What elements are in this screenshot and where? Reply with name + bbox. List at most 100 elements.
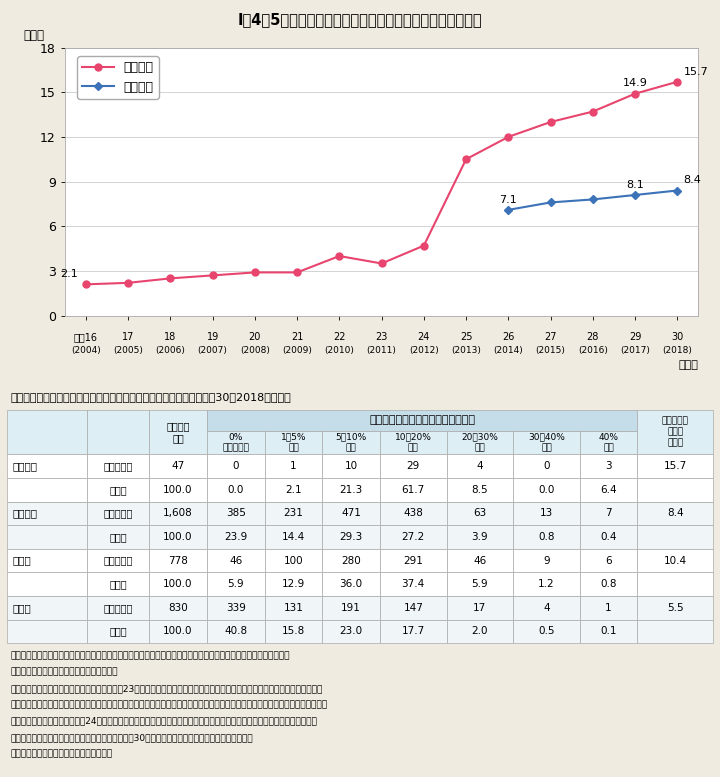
Text: 1.2: 1.2 (538, 579, 554, 589)
Bar (580, 596, 637, 619)
Text: 防災会議の委員に占める女性の割合: 防災会議の委員に占める女性の割合 (369, 416, 475, 426)
Text: 22: 22 (333, 332, 346, 342)
Text: (2005): (2005) (113, 347, 143, 355)
Bar (264, 596, 323, 619)
Bar (87, 501, 149, 525)
Text: 36.0: 36.0 (340, 579, 363, 589)
Bar (7, 455, 87, 478)
Text: 市　区: 市 区 (12, 556, 31, 566)
Bar (637, 619, 713, 643)
Text: (2011): (2011) (366, 347, 397, 355)
Text: 10.4: 10.4 (664, 556, 687, 566)
Text: 0.5: 0.5 (538, 626, 554, 636)
Text: 23.9: 23.9 (224, 532, 248, 542)
Bar (149, 410, 207, 455)
Bar (446, 596, 513, 619)
Bar (207, 549, 264, 573)
Text: 46: 46 (473, 556, 487, 566)
Text: 1,608: 1,608 (163, 508, 193, 518)
Text: 29.3: 29.3 (340, 532, 363, 542)
Bar (637, 573, 713, 596)
Bar (149, 501, 207, 525)
Text: 27.2: 27.2 (402, 532, 425, 542)
Bar (264, 619, 323, 643)
Text: 平成16: 平成16 (74, 332, 98, 342)
Text: 100: 100 (284, 556, 303, 566)
Bar (207, 573, 264, 596)
Text: 20～30%
未満: 20～30% 未満 (462, 433, 498, 453)
Text: 0: 0 (543, 461, 549, 471)
Bar (446, 455, 513, 478)
Text: 339: 339 (226, 603, 246, 613)
Bar (264, 525, 323, 549)
Text: 都道府県: 都道府県 (12, 461, 37, 471)
Bar (513, 596, 580, 619)
Bar (323, 525, 380, 549)
Text: 13: 13 (540, 508, 553, 518)
Bar (7, 549, 87, 573)
Bar (513, 431, 580, 455)
Text: 147: 147 (403, 603, 423, 613)
Bar (380, 478, 446, 501)
Bar (149, 478, 207, 501)
Text: 14.9: 14.9 (623, 78, 647, 89)
Bar (637, 478, 713, 501)
Text: (2007): (2007) (198, 347, 228, 355)
Bar (207, 596, 264, 619)
Text: （％）: （％） (109, 485, 127, 495)
Text: 飯館村）が，平成24年値には，福島県の一部（川内村，葛尾村，飯館村）がそれぞれ含まれていない。また，北: 飯館村）が，平成24年値には，福島県の一部（川内村，葛尾村，飯館村）がそれぞれ含… (11, 716, 318, 726)
Bar (7, 596, 87, 619)
Text: 海道胆振東部地震の影響により，平成30年の値には北海道厚真町が含まれていない。: 海道胆振東部地震の影響により，平成30年の値には北海道厚真町が含まれていない。 (11, 733, 253, 742)
Bar (87, 596, 149, 619)
Bar (380, 525, 446, 549)
Text: 1: 1 (606, 603, 612, 613)
Text: 5.9: 5.9 (228, 579, 244, 589)
Text: 0.8: 0.8 (600, 579, 617, 589)
Text: 3: 3 (606, 461, 612, 471)
Text: 15.7: 15.7 (683, 67, 708, 77)
Bar (149, 525, 207, 549)
Bar (323, 596, 380, 619)
Text: 30～40%
未満: 30～40% 未満 (528, 433, 564, 453)
Bar (87, 478, 149, 501)
Bar (513, 573, 580, 596)
Bar (446, 431, 513, 455)
Text: 2.1: 2.1 (60, 269, 78, 279)
Text: (2017): (2017) (620, 347, 650, 355)
Text: （会議数）: （会議数） (104, 556, 132, 566)
Text: 1: 1 (290, 461, 297, 471)
Bar (323, 573, 380, 596)
Bar (87, 619, 149, 643)
Bar (7, 619, 87, 643)
Bar (380, 501, 446, 525)
Text: 3.9: 3.9 (472, 532, 488, 542)
Bar (7, 573, 87, 596)
Text: 17: 17 (473, 603, 487, 613)
Bar (446, 573, 513, 596)
Bar (87, 525, 149, 549)
Text: 2.1: 2.1 (285, 485, 302, 495)
Text: 17.7: 17.7 (402, 626, 425, 636)
Text: 40%
以上: 40% 以上 (598, 433, 618, 453)
Text: (2004): (2004) (71, 347, 101, 355)
Text: 778: 778 (168, 556, 188, 566)
Bar (323, 549, 380, 573)
Text: （％）: （％） (109, 626, 127, 636)
Text: 0.1: 0.1 (600, 626, 617, 636)
Bar (637, 501, 713, 525)
Text: 4: 4 (543, 603, 549, 613)
Bar (380, 619, 446, 643)
Bar (323, 431, 380, 455)
Text: 231: 231 (284, 508, 303, 518)
Text: 40.8: 40.8 (224, 626, 247, 636)
Text: 63: 63 (473, 508, 487, 518)
Text: (2018): (2018) (662, 347, 692, 355)
Text: ３．東日本大震災の影響により，平成23年値には，岩手県の一部（花巻市，陸前高田市，釜石市，大槻町），宮城県の: ３．東日本大震災の影響により，平成23年値には，岩手県の一部（花巻市，陸前高田市… (11, 684, 323, 693)
Text: 23: 23 (375, 332, 388, 342)
Text: （備考）１．内閣府「地方公共団体における男女共同参画社会の形成叆は女性に関する施策の進捗状況」より作成。: （備考）１．内閣府「地方公共団体における男女共同参画社会の形成叆は女性に関する施… (11, 651, 290, 660)
Text: 12.9: 12.9 (282, 579, 305, 589)
Text: 7.1: 7.1 (500, 195, 517, 204)
Bar (580, 455, 637, 478)
Text: 24: 24 (418, 332, 430, 342)
Bar (580, 619, 637, 643)
